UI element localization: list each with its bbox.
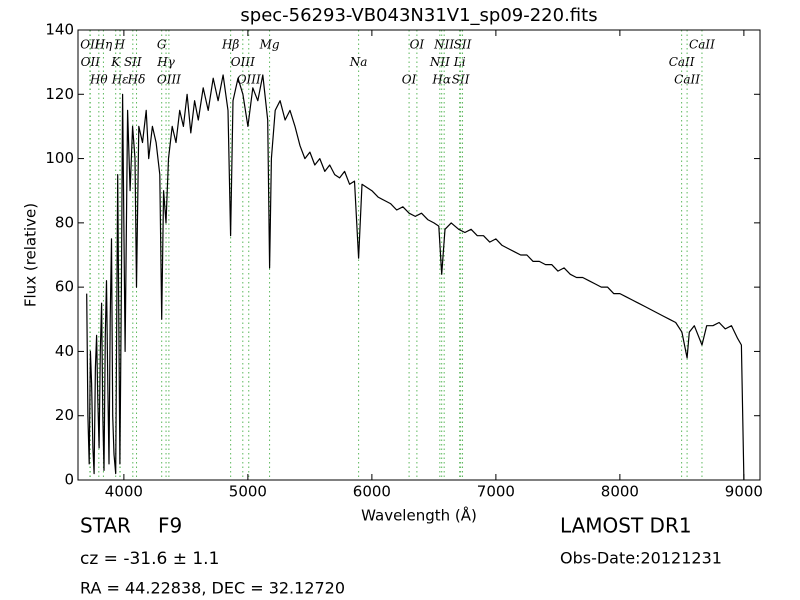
chart-title: spec-56293-VB043N31V1_sp09-220.fits [240, 5, 597, 26]
spectral-line-label: CaII [669, 55, 695, 69]
spectral-line-label: Hδ [127, 73, 146, 87]
x-tick-label: 9000 [725, 483, 763, 501]
spectral-line-label: K [110, 55, 121, 69]
y-tick-label: 20 [55, 406, 74, 424]
spectral-line-label: Hβ [221, 38, 239, 52]
spectral-line-label: OIII [157, 73, 181, 87]
spectral-line-label: Li [453, 55, 466, 69]
spectral-line-label: SII [124, 55, 142, 69]
spectral-line-label: OIII [231, 55, 255, 69]
spectral-line-label: SII [454, 38, 472, 52]
spectral-line-label: Na [349, 55, 368, 69]
x-tick-label: 6000 [353, 483, 391, 501]
x-tick-label: 7000 [477, 483, 515, 501]
spectral-line-label: H [114, 38, 126, 52]
y-tick-label: 140 [45, 21, 74, 39]
spectral-line-label: NII [433, 38, 454, 52]
object-type: STAR [80, 514, 131, 538]
y-tick-label: 40 [55, 342, 74, 360]
x-tick-label: 5000 [229, 483, 267, 501]
y-tick-label: 60 [55, 278, 74, 296]
spectral-line-label: Hα [431, 73, 451, 87]
spectral-line-label: OII [81, 55, 101, 69]
spectral-line-label: SII [452, 73, 470, 87]
x-axis-label: Wavelength (Å) [361, 506, 477, 525]
spectral-line-label: OI [410, 38, 425, 52]
x-tick-label: 8000 [601, 483, 639, 501]
spectral-line-label: G [157, 38, 167, 52]
obs-date: Obs-Date:20121231 [560, 549, 722, 568]
spectral-line-label: OIII [237, 73, 261, 87]
spectral-line-label: CaII [674, 73, 700, 87]
spectral-line-label: Mg [259, 38, 280, 52]
y-tick-label: 0 [64, 471, 74, 489]
coordinates: RA = 44.22838, DEC = 32.12720 [80, 579, 345, 598]
plot-frame [77, 29, 761, 481]
redshift: cz = -31.6 ± 1.1 [80, 549, 219, 569]
y-tick-label: 100 [45, 149, 74, 167]
x-tick-label: 4000 [105, 483, 143, 501]
spectral-line-label: Hθ [89, 73, 108, 87]
spectral-line-label: NII [429, 55, 450, 69]
y-tick-label: 120 [45, 85, 74, 103]
spectral-line-label: CaII [689, 38, 715, 52]
spectral-line-label: Hη [94, 38, 113, 52]
spectral-line-label: OI [402, 73, 417, 87]
subclass: F9 [158, 514, 182, 538]
y-tick-label: 80 [55, 213, 74, 231]
spectral-line-label: Hγ [156, 55, 175, 69]
y-axis-label: Flux (relative) [22, 203, 40, 307]
survey: LAMOST DR1 [560, 514, 692, 538]
spectrum [86, 74, 745, 481]
